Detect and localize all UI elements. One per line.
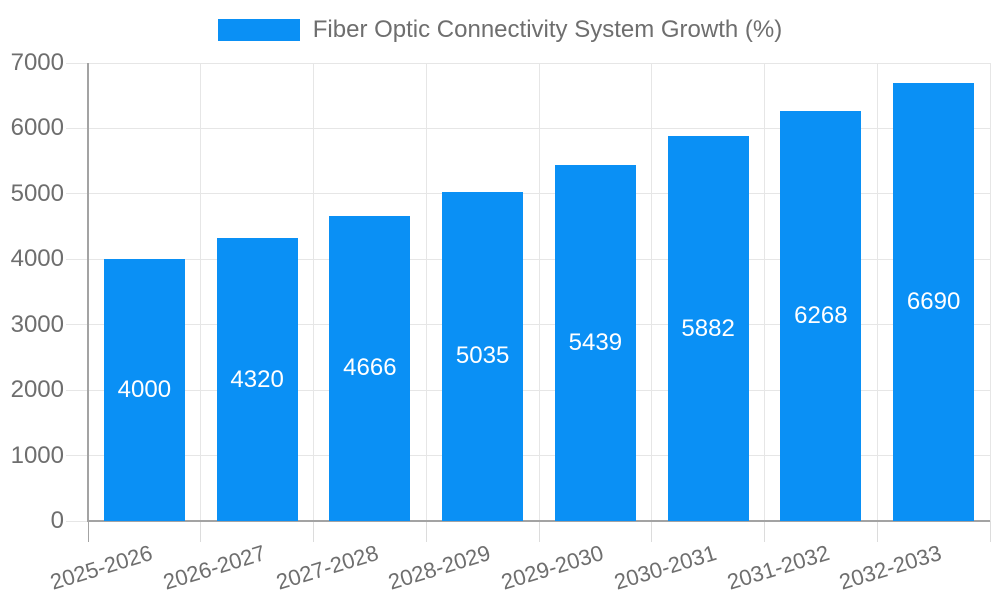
x-axis-tick	[313, 521, 314, 542]
x-axis-tick	[87, 521, 89, 542]
x-axis-label: 2026-2027	[160, 540, 269, 595]
v-gridline	[313, 63, 314, 521]
bar-value-label: 5882	[681, 314, 735, 342]
y-axis-tick	[66, 62, 88, 64]
v-gridline	[425, 63, 427, 521]
x-axis-tick	[425, 521, 427, 542]
y-axis-tick	[66, 127, 88, 129]
x-axis-label: 2032-2033	[836, 540, 945, 595]
x-axis-tick	[200, 521, 202, 542]
y-axis-label: 1000	[10, 441, 64, 469]
v-gridline	[989, 63, 991, 521]
legend: Fiber Optic Connectivity System Growth (…	[0, 16, 1000, 44]
legend-color-swatch	[217, 19, 300, 41]
y-axis-label: 7000	[10, 49, 64, 76]
y-axis-label: 2000	[10, 376, 64, 404]
x-axis-label: 2025-2026	[47, 540, 156, 595]
bar-2032-2033[interactable]	[893, 83, 975, 521]
x-axis-label: 2027-2028	[272, 540, 381, 595]
y-axis-label: 6000	[10, 114, 64, 142]
x-axis-tick	[538, 521, 540, 542]
x-axis-tick	[651, 521, 653, 542]
bar-2026-2027[interactable]	[216, 238, 298, 521]
y-axis-tick	[66, 258, 88, 260]
v-gridline	[538, 63, 540, 521]
bar-value-label: 5439	[568, 329, 623, 357]
y-axis-tick	[66, 520, 88, 522]
bar-value-label: 4000	[117, 376, 172, 404]
bar-value-label: 6268	[794, 301, 848, 329]
legend-item[interactable]: Fiber Optic Connectivity System Growth (…	[217, 16, 783, 44]
y-axis-label: 4000	[10, 245, 64, 273]
legend-series-label: Fiber Optic Connectivity System Growth (…	[312, 16, 783, 43]
x-axis-label: 2029-2030	[498, 540, 607, 595]
bar-2030-2031[interactable]	[667, 136, 749, 521]
v-gridline	[651, 63, 653, 521]
y-axis-tick	[66, 389, 88, 391]
bar-value-label: 5035	[455, 342, 510, 370]
bar-2031-2032[interactable]	[780, 110, 862, 521]
bar-value-label: 4320	[230, 365, 284, 393]
x-axis-tick	[876, 521, 878, 542]
y-axis-label: 0	[50, 507, 64, 534]
y-axis-tick	[66, 455, 88, 457]
y-axis-label: 5000	[10, 179, 64, 207]
bar-2029-2030[interactable]	[554, 165, 636, 521]
bar-2025-2026[interactable]	[103, 259, 185, 521]
y-axis-label: 3000	[10, 310, 64, 338]
x-axis-tick	[764, 521, 765, 542]
v-gridline	[764, 63, 765, 521]
x-axis-label: 2028-2029	[385, 540, 494, 595]
x-axis-tick	[989, 521, 991, 542]
bar-2027-2028[interactable]	[329, 215, 411, 521]
v-gridline	[200, 63, 202, 521]
x-axis-line	[88, 520, 990, 522]
y-axis-tick	[66, 193, 88, 195]
v-gridline	[876, 63, 878, 521]
x-axis-label: 2031-2032	[723, 540, 832, 595]
bar-value-label: 4666	[343, 354, 397, 382]
bar-value-label: 6690	[906, 288, 961, 316]
x-axis-label: 2030-2031	[611, 540, 720, 595]
y-axis-tick	[66, 324, 88, 326]
bar-2028-2029[interactable]	[442, 191, 524, 521]
y-axis-line	[87, 63, 89, 522]
